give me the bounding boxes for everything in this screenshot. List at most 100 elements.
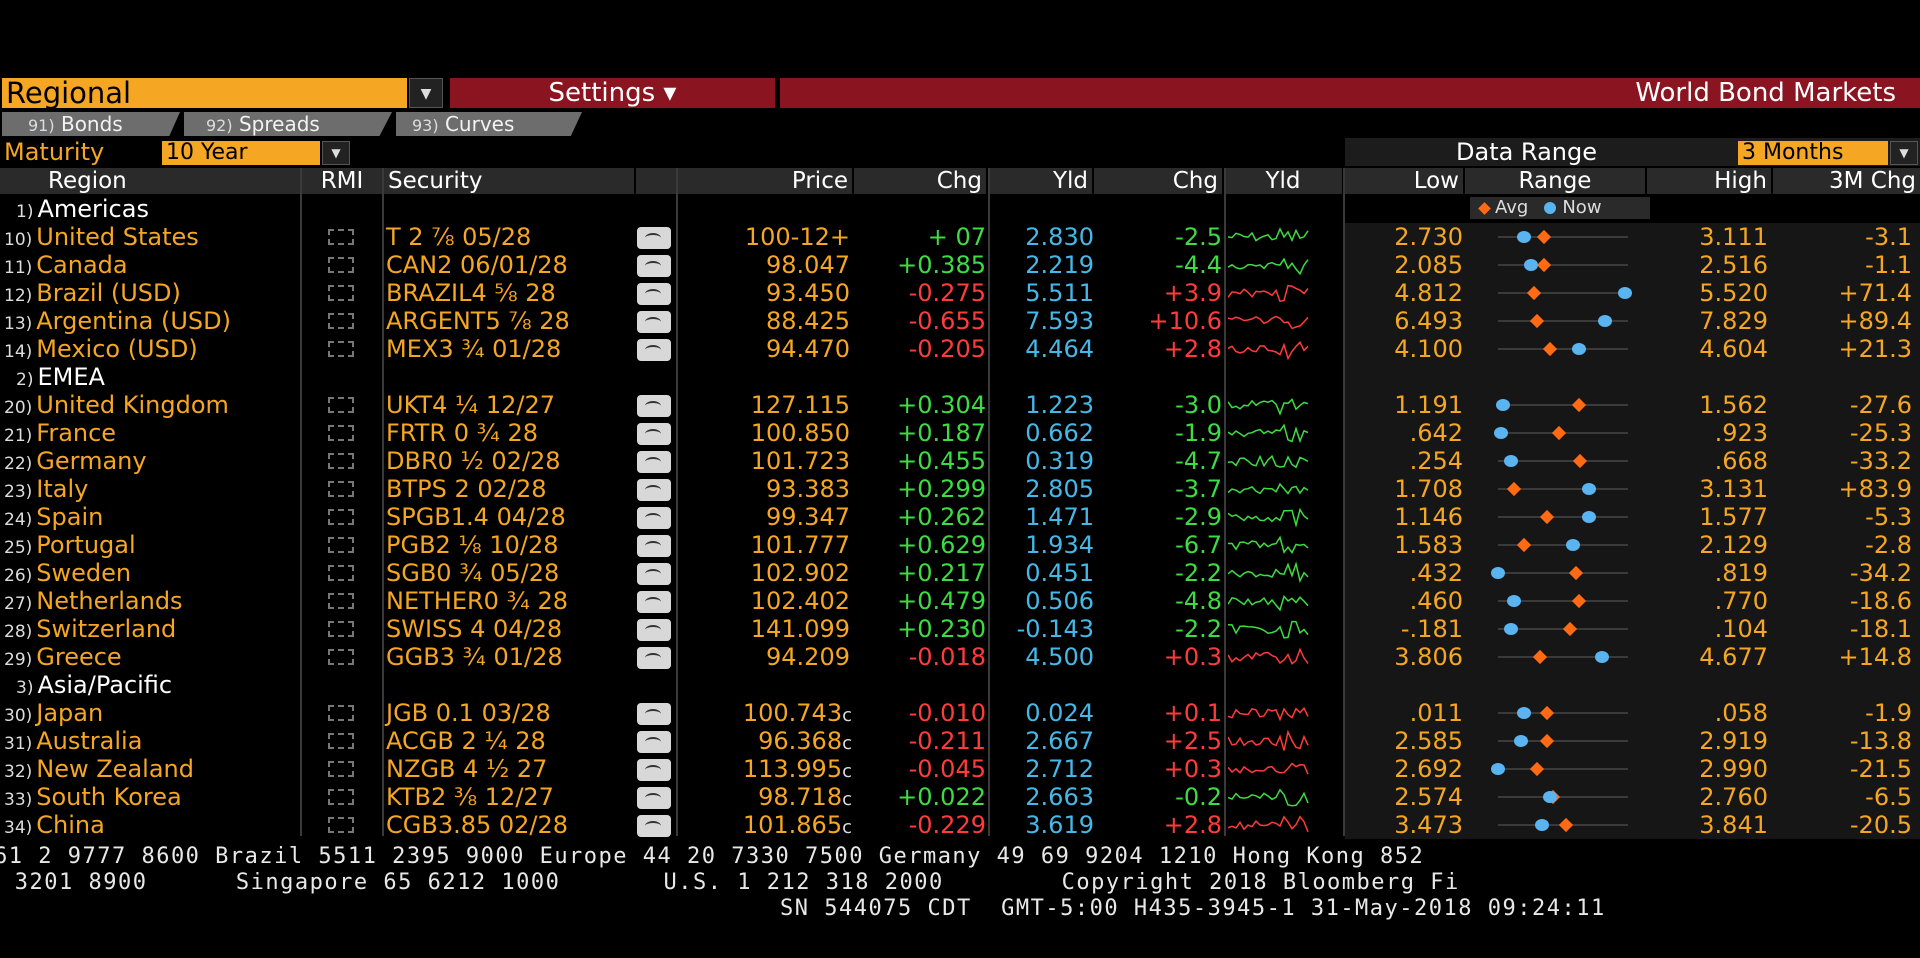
security-cell[interactable]: PGB2 ⅛ 10/28 — [386, 531, 559, 559]
chart-icon[interactable] — [637, 283, 671, 305]
tab-spreads[interactable]: 92) Spreads — [184, 112, 392, 136]
header-3m-chg[interactable]: 3M Chg — [1773, 168, 1920, 194]
rmi-checkbox[interactable] — [328, 733, 354, 749]
rmi-checkbox[interactable] — [328, 229, 354, 245]
security-cell[interactable]: SWISS 4 04/28 — [386, 615, 563, 643]
rmi-checkbox[interactable] — [328, 481, 354, 497]
region-cell[interactable]: 27) Netherlands — [4, 587, 183, 615]
region-cell[interactable]: 31) Australia — [4, 727, 142, 755]
rmi-checkbox[interactable] — [328, 817, 354, 833]
yield-sparkline[interactable] — [1228, 447, 1312, 475]
rmi-checkbox[interactable] — [328, 789, 354, 805]
table-row[interactable]: 24) Spain SPGB1.4 04/28 99.347 +0.262 1.471 -2… — [0, 503, 1920, 531]
table-row[interactable]: 13) Argentina (USD) ARGENT5 ⅞ 28 88.425 -0.6… — [0, 307, 1920, 335]
chart-icon[interactable] — [637, 255, 671, 277]
header-region[interactable]: Region — [0, 168, 300, 194]
region-cell[interactable]: 25) Portugal — [4, 531, 136, 559]
table-row[interactable]: 32) New Zealand NZGB 4 ½ 27 113.995c -0.045 2… — [0, 755, 1920, 783]
table-row[interactable]: 29) Greece GGB3 ¾ 01/28 94.209 -0.018 4.500 +0… — [0, 643, 1920, 671]
header-price[interactable]: Price — [678, 168, 852, 194]
security-cell[interactable]: ARGENT5 ⅞ 28 — [386, 307, 570, 335]
header-chg[interactable]: Chg — [854, 168, 986, 194]
table-row[interactable]: 28) Switzerland SWISS 4 04/28 141.099 +0.230… — [0, 615, 1920, 643]
table-row[interactable]: 27) Netherlands NETHER0 ¾ 28 102.402 +0.479 0… — [0, 587, 1920, 615]
region-cell[interactable]: 20) United Kingdom — [4, 391, 229, 419]
rmi-checkbox[interactable] — [328, 453, 354, 469]
security-cell[interactable]: NETHER0 ¾ 28 — [386, 587, 568, 615]
chart-icon[interactable] — [637, 479, 671, 501]
tab-curves[interactable]: 93) Curves — [396, 112, 582, 136]
chart-icon[interactable] — [637, 451, 671, 473]
rmi-checkbox[interactable] — [328, 761, 354, 777]
rmi-checkbox[interactable] — [328, 397, 354, 413]
security-cell[interactable]: FRTR 0 ¾ 28 — [386, 419, 539, 447]
yield-sparkline[interactable] — [1228, 755, 1312, 783]
chart-icon[interactable] — [637, 563, 671, 585]
security-cell[interactable]: SGB0 ¾ 05/28 — [386, 559, 560, 587]
table-row[interactable]: 14) Mexico (USD) MEX3 ¾ 01/28 94.470 -0.205 4… — [0, 335, 1920, 363]
region-cell[interactable]: 11) Canada — [4, 251, 128, 279]
yield-sparkline[interactable] — [1228, 279, 1312, 307]
security-cell[interactable]: BTPS 2 02/28 — [386, 475, 547, 503]
region-cell[interactable]: 26) Sweden — [4, 559, 131, 587]
group-header-row[interactable]: 1) Americas — [0, 195, 1920, 223]
chart-icon[interactable] — [637, 535, 671, 557]
table-row[interactable]: 12) Brazil (USD) BRAZIL4 ⅝ 28 93.450 -0.275 5… — [0, 279, 1920, 307]
region-cell[interactable]: 13) Argentina (USD) — [4, 307, 231, 335]
security-cell[interactable]: UKT4 ¼ 12/27 — [386, 391, 556, 419]
security-cell[interactable]: KTB2 ⅜ 12/27 — [386, 783, 554, 811]
header-rmi[interactable]: RMI — [302, 168, 382, 194]
region-cell[interactable]: 12) Brazil (USD) — [4, 279, 181, 307]
yield-sparkline[interactable] — [1228, 783, 1312, 811]
security-cell[interactable]: GGB3 ¾ 01/28 — [386, 643, 563, 671]
header-high[interactable]: High — [1647, 168, 1771, 194]
chart-icon[interactable] — [637, 759, 671, 781]
region-cell[interactable]: 14) Mexico (USD) — [4, 335, 198, 363]
maturity-dropdown[interactable]: 10 Year — [162, 141, 320, 165]
yield-sparkline[interactable] — [1228, 223, 1312, 251]
yield-sparkline[interactable] — [1228, 699, 1312, 727]
chevron-down-icon[interactable]: ▼ — [409, 78, 443, 108]
chart-icon[interactable] — [637, 647, 671, 669]
yield-sparkline[interactable] — [1228, 419, 1312, 447]
chart-icon[interactable] — [637, 815, 671, 837]
yield-sparkline[interactable] — [1228, 335, 1312, 363]
rmi-checkbox[interactable] — [328, 341, 354, 357]
rmi-checkbox[interactable] — [328, 705, 354, 721]
rmi-checkbox[interactable] — [328, 285, 354, 301]
region-cell[interactable]: 32) New Zealand — [4, 755, 194, 783]
table-row[interactable]: 30) Japan JGB 0.1 03/28 100.743c -0.010 0.024… — [0, 699, 1920, 727]
region-cell[interactable]: 23) Italy — [4, 475, 88, 503]
region-cell[interactable]: 30) Japan — [4, 699, 103, 727]
security-cell[interactable]: NZGB 4 ½ 27 — [386, 755, 548, 783]
group-header-row[interactable]: 3) Asia/Pacific — [0, 671, 1920, 699]
security-cell[interactable]: JGB 0.1 03/28 — [386, 699, 551, 727]
yield-sparkline[interactable] — [1228, 531, 1312, 559]
table-row[interactable]: 20) United Kingdom UKT4 ¼ 12/27 127.115 +0.3… — [0, 391, 1920, 419]
security-cell[interactable]: ACGB 2 ¼ 28 — [386, 727, 546, 755]
chevron-down-icon[interactable]: ▼ — [322, 141, 350, 165]
region-cell[interactable]: 28) Switzerland — [4, 615, 176, 643]
chart-icon[interactable] — [637, 395, 671, 417]
table-row[interactable]: 33) South Korea KTB2 ⅜ 12/27 98.718c +0.022 2… — [0, 783, 1920, 811]
table-row[interactable]: 34) China CGB3.85 02/28 101.865c -0.229 3.619… — [0, 811, 1920, 839]
region-cell[interactable]: 21) France — [4, 419, 116, 447]
security-cell[interactable]: CGB3.85 02/28 — [386, 811, 569, 839]
chart-icon[interactable] — [637, 311, 671, 333]
rmi-checkbox[interactable] — [328, 537, 354, 553]
chart-icon[interactable] — [637, 507, 671, 529]
security-cell[interactable]: CAN2 06/01/28 — [386, 251, 568, 279]
region-cell[interactable]: 33) South Korea — [4, 783, 182, 811]
yield-sparkline[interactable] — [1228, 503, 1312, 531]
header-low[interactable]: Low — [1345, 168, 1463, 194]
rmi-checkbox[interactable] — [328, 649, 354, 665]
rmi-checkbox[interactable] — [328, 509, 354, 525]
chart-icon[interactable] — [637, 591, 671, 613]
settings-button[interactable]: Settings ▾ — [450, 78, 775, 108]
regional-dropdown[interactable]: Regional — [2, 78, 407, 108]
header-yld[interactable]: Yld — [988, 168, 1092, 194]
chevron-down-icon[interactable]: ▼ — [1890, 141, 1918, 165]
group-header-row[interactable]: 2) EMEA — [0, 363, 1920, 391]
header-range[interactable]: Range — [1465, 168, 1645, 194]
chart-icon[interactable] — [637, 787, 671, 809]
